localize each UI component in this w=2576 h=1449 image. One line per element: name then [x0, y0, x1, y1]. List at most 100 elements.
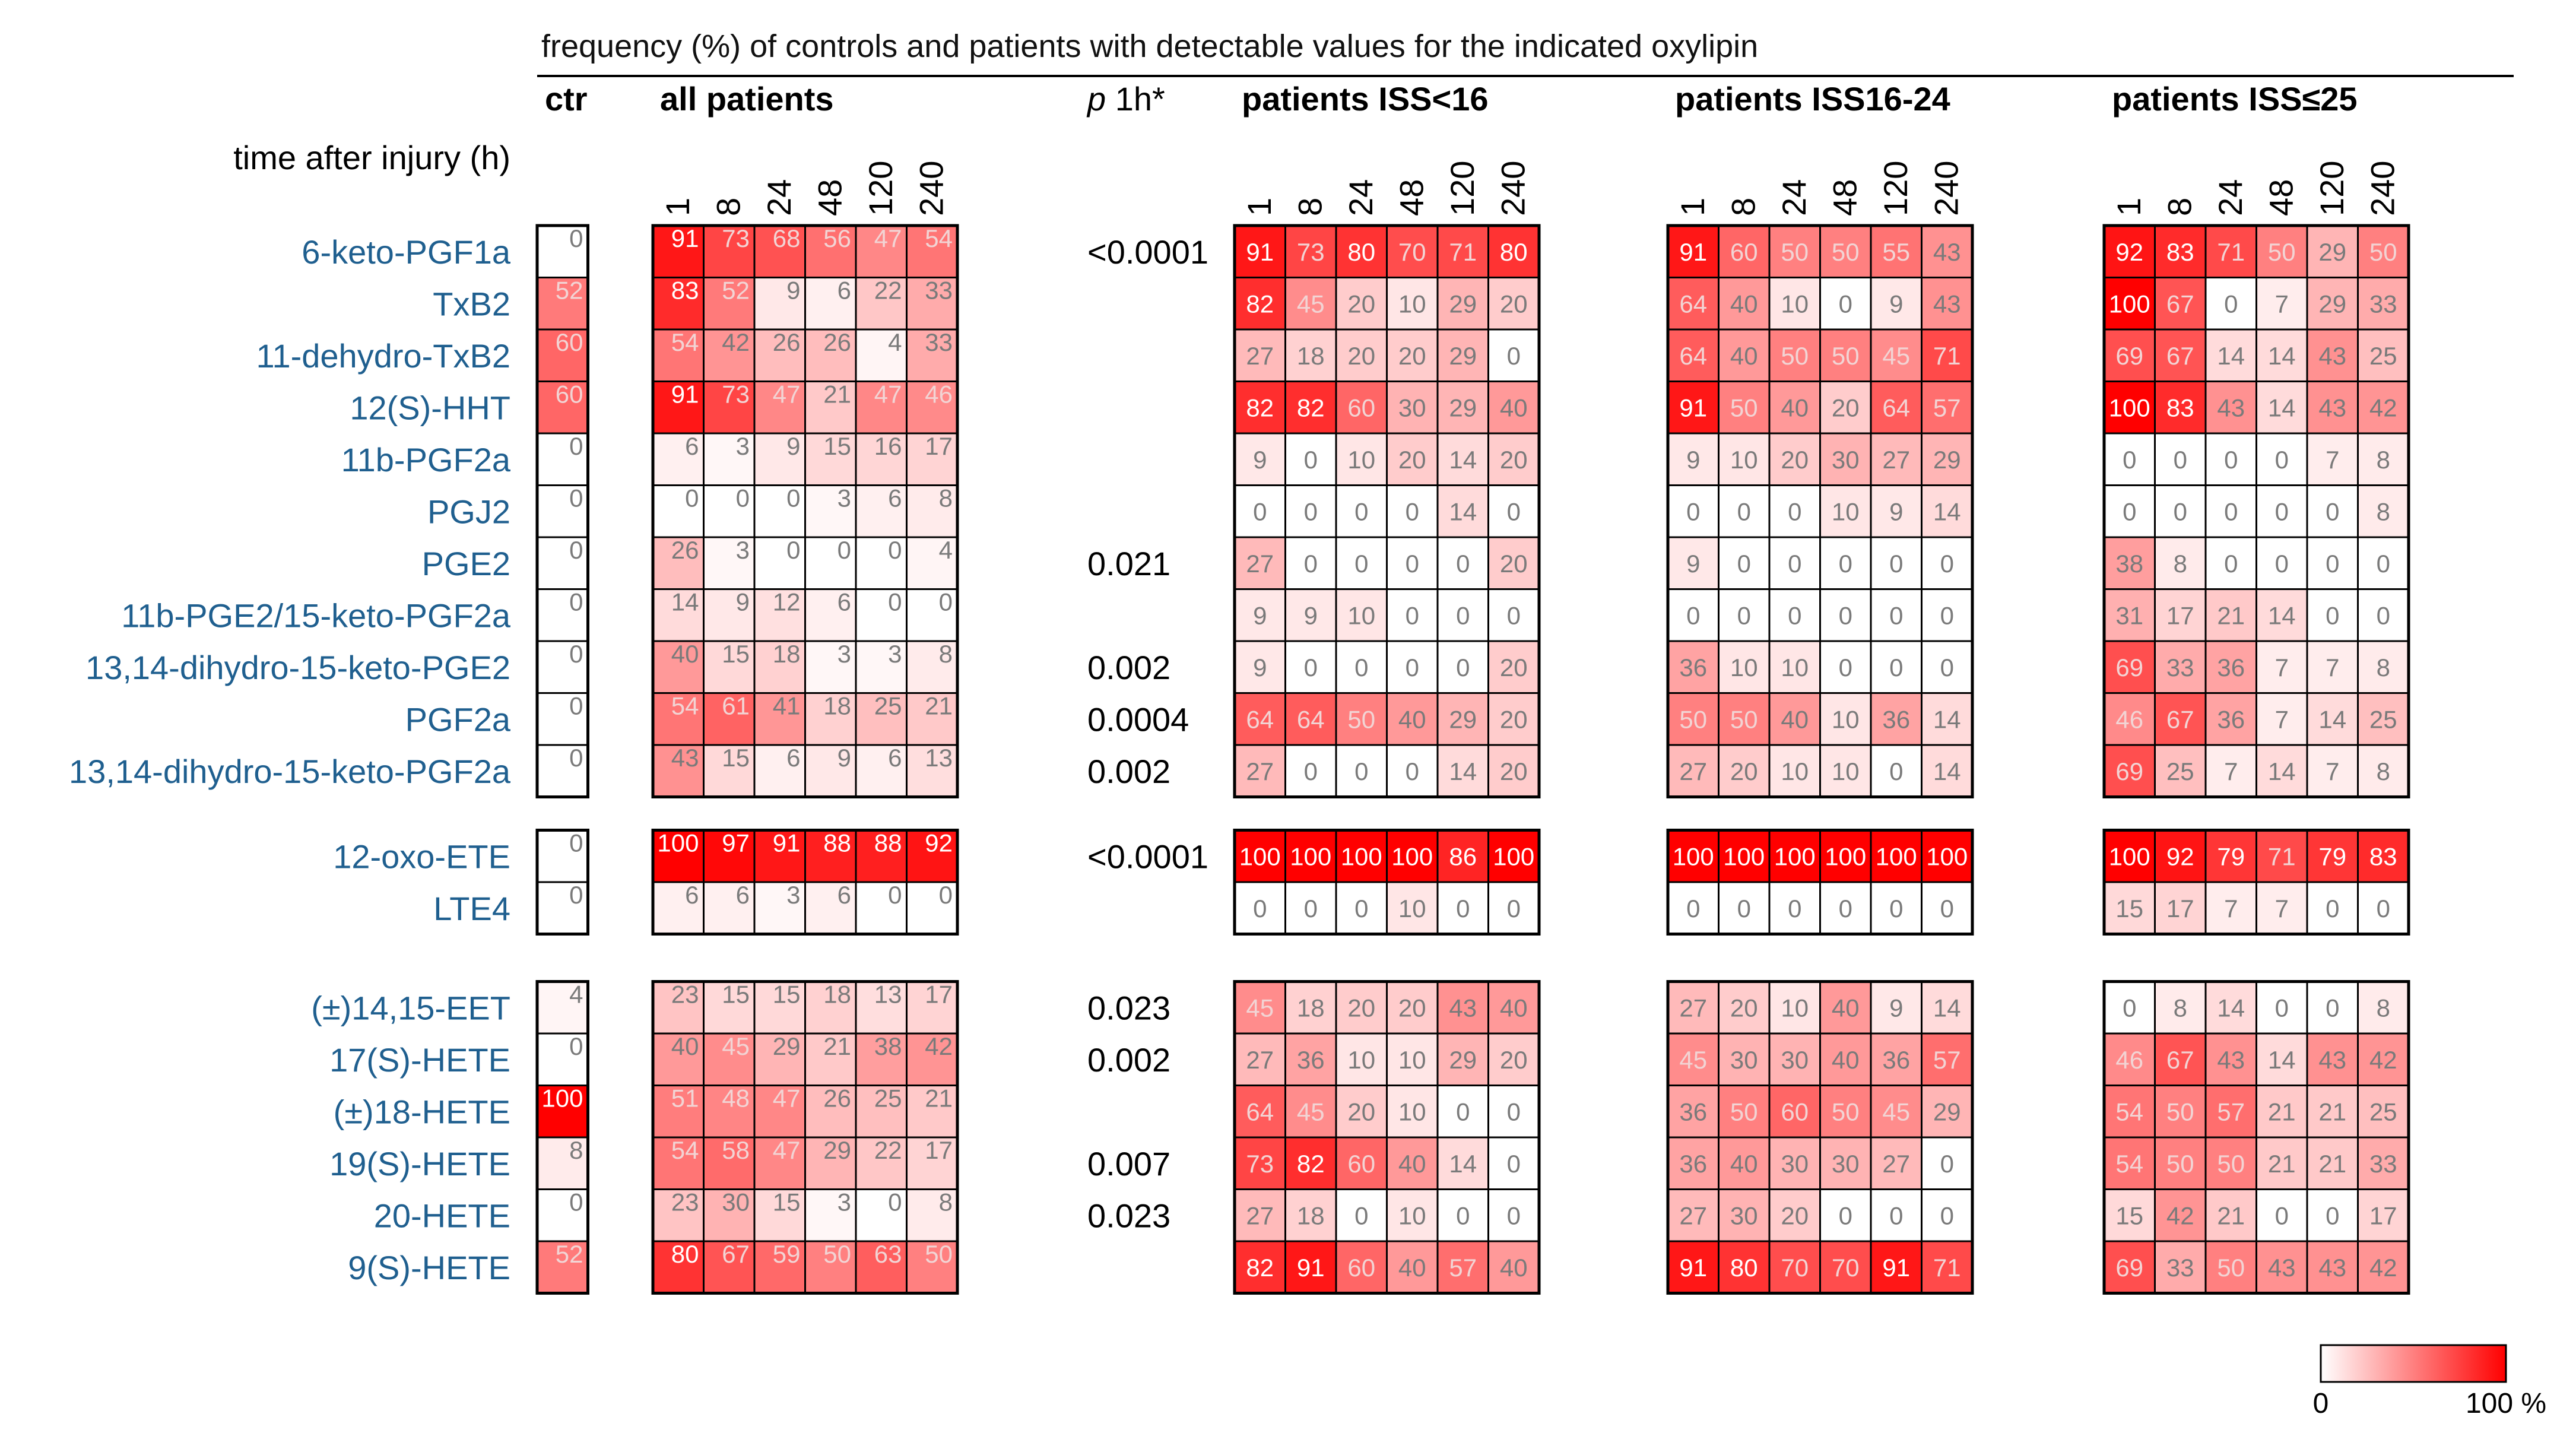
cell-value: 91	[671, 224, 699, 252]
cell-value: 4	[569, 981, 583, 1009]
heatmap-cell	[1768, 432, 1821, 486]
heatmap-cell	[652, 829, 705, 883]
cell-value: 0	[1839, 1201, 1852, 1229]
cell-value: 0	[1686, 601, 1700, 629]
cell-value: 9	[1889, 994, 1903, 1022]
time-tick-label: 1	[1674, 198, 1711, 216]
cell-value: 100	[2109, 290, 2150, 318]
heatmap-cell	[906, 536, 959, 590]
cell-value: 0	[1737, 895, 1751, 922]
cell-value: 9	[736, 588, 750, 616]
cell-value: 100	[541, 1085, 583, 1112]
group-block-frame	[1666, 829, 1974, 936]
group-block-frame	[2102, 829, 2410, 936]
cell-value: 10	[1347, 601, 1375, 629]
heatmap-cell	[855, 1085, 908, 1139]
heatmap-cell	[1870, 640, 1923, 694]
time-tick-label: 48	[2262, 179, 2299, 216]
row-label: 13,14-dihydro-15-keto-PGE2	[85, 649, 510, 686]
cell-value: 0	[1737, 601, 1751, 629]
cell-value: 0	[569, 484, 583, 512]
heatmap-cell	[1921, 381, 1974, 435]
heatmap-cell	[855, 692, 908, 746]
p-value: 0.007	[1087, 1145, 1170, 1182]
heatmap-cell	[1284, 277, 1337, 331]
heatmap-cell	[1386, 277, 1439, 331]
heatmap-cell	[906, 981, 959, 1035]
cell-value: 4	[888, 328, 902, 356]
cell-value: 54	[671, 1136, 699, 1164]
row-label: PGF2a	[405, 700, 511, 738]
heatmap-cell	[1487, 1032, 1540, 1086]
cell-value: 14	[1449, 1150, 1477, 1178]
cell-value: 45	[1297, 1098, 1325, 1125]
cell-value: 40	[1730, 1150, 1758, 1178]
cell-value: 8	[2377, 497, 2390, 525]
row-label: (±)18-HETE	[334, 1093, 510, 1130]
cell-value: 8	[569, 1136, 583, 1164]
cell-value: 79	[2318, 842, 2346, 870]
cell-value: 60	[1730, 238, 1758, 266]
cell-value: 10	[1781, 290, 1809, 318]
cell-value: 8	[939, 1188, 953, 1216]
cell-value: 0	[888, 1188, 902, 1216]
heatmap-cell	[2154, 881, 2207, 935]
cell-value: 0	[2224, 550, 2238, 578]
color-legend-bar	[2320, 1344, 2507, 1383]
cell-value: 6	[786, 744, 800, 772]
cell-value: 50	[1832, 342, 1860, 370]
cell-value: 50	[2217, 1254, 2245, 1282]
heatmap-cell	[1284, 1136, 1337, 1190]
cell-value: 27	[1679, 757, 1707, 785]
cell-value: 36	[1679, 1150, 1707, 1178]
p-value: 0.021	[1087, 545, 1170, 582]
cell-value: 0	[1889, 895, 1903, 922]
time-tick-label: 24	[760, 179, 798, 216]
cell-value: 40	[671, 1032, 699, 1060]
heatmap-cell	[703, 277, 756, 331]
cell-value: 33	[2369, 290, 2397, 318]
cell-value: 17	[925, 981, 953, 1009]
cell-value: 30	[1730, 1201, 1758, 1229]
heatmap-cell	[804, 277, 857, 331]
cell-value: 91	[671, 381, 699, 408]
cell-value: 79	[2217, 842, 2245, 870]
cell-value: 83	[2166, 238, 2194, 266]
cell-value: 40	[1398, 705, 1426, 733]
cell-value: 100	[1876, 842, 1917, 870]
time-tick-label: 1	[2110, 198, 2147, 216]
p-value: 0.002	[1087, 1041, 1170, 1079]
chart-title: frequency (%) of controls and patients w…	[541, 28, 1758, 64]
heatmap-cell	[2204, 881, 2257, 935]
cell-value: 0	[1788, 550, 1801, 578]
time-tick-label: 48	[811, 179, 848, 216]
heatmap-cell	[753, 1188, 806, 1242]
cell-value: 54	[671, 692, 699, 720]
cell-value: 50	[1832, 1098, 1860, 1125]
heatmap-cell	[753, 1136, 806, 1190]
cell-value: 0	[888, 536, 902, 564]
cell-value: 47	[874, 381, 902, 408]
cell-value: 82	[1297, 1150, 1325, 1178]
heatmap-cell	[1386, 588, 1439, 642]
cell-value: 0	[2326, 497, 2339, 525]
heatmap-cell	[2154, 328, 2207, 382]
cell-value: 18	[1297, 994, 1325, 1022]
heatmap-cell	[2255, 484, 2308, 538]
cell-value: 0	[939, 881, 953, 909]
cell-value: 0	[1839, 601, 1852, 629]
cell-value: 0	[2326, 550, 2339, 578]
group-header: ctr	[545, 80, 588, 118]
cell-value: 0	[569, 640, 583, 668]
cell-value: 0	[569, 588, 583, 616]
cell-value: 33	[925, 277, 953, 305]
row-label: 17(S)-HETE	[329, 1041, 510, 1079]
cell-value: 6	[837, 588, 851, 616]
cell-value: 17	[2369, 1201, 2397, 1229]
cell-value: 25	[2369, 342, 2397, 370]
heatmap-cell	[804, 328, 857, 382]
heatmap-cell	[1487, 1188, 1540, 1242]
cell-value: 33	[925, 328, 953, 356]
cell-value: 27	[1246, 1201, 1274, 1229]
cell-value: 0	[1839, 654, 1852, 681]
